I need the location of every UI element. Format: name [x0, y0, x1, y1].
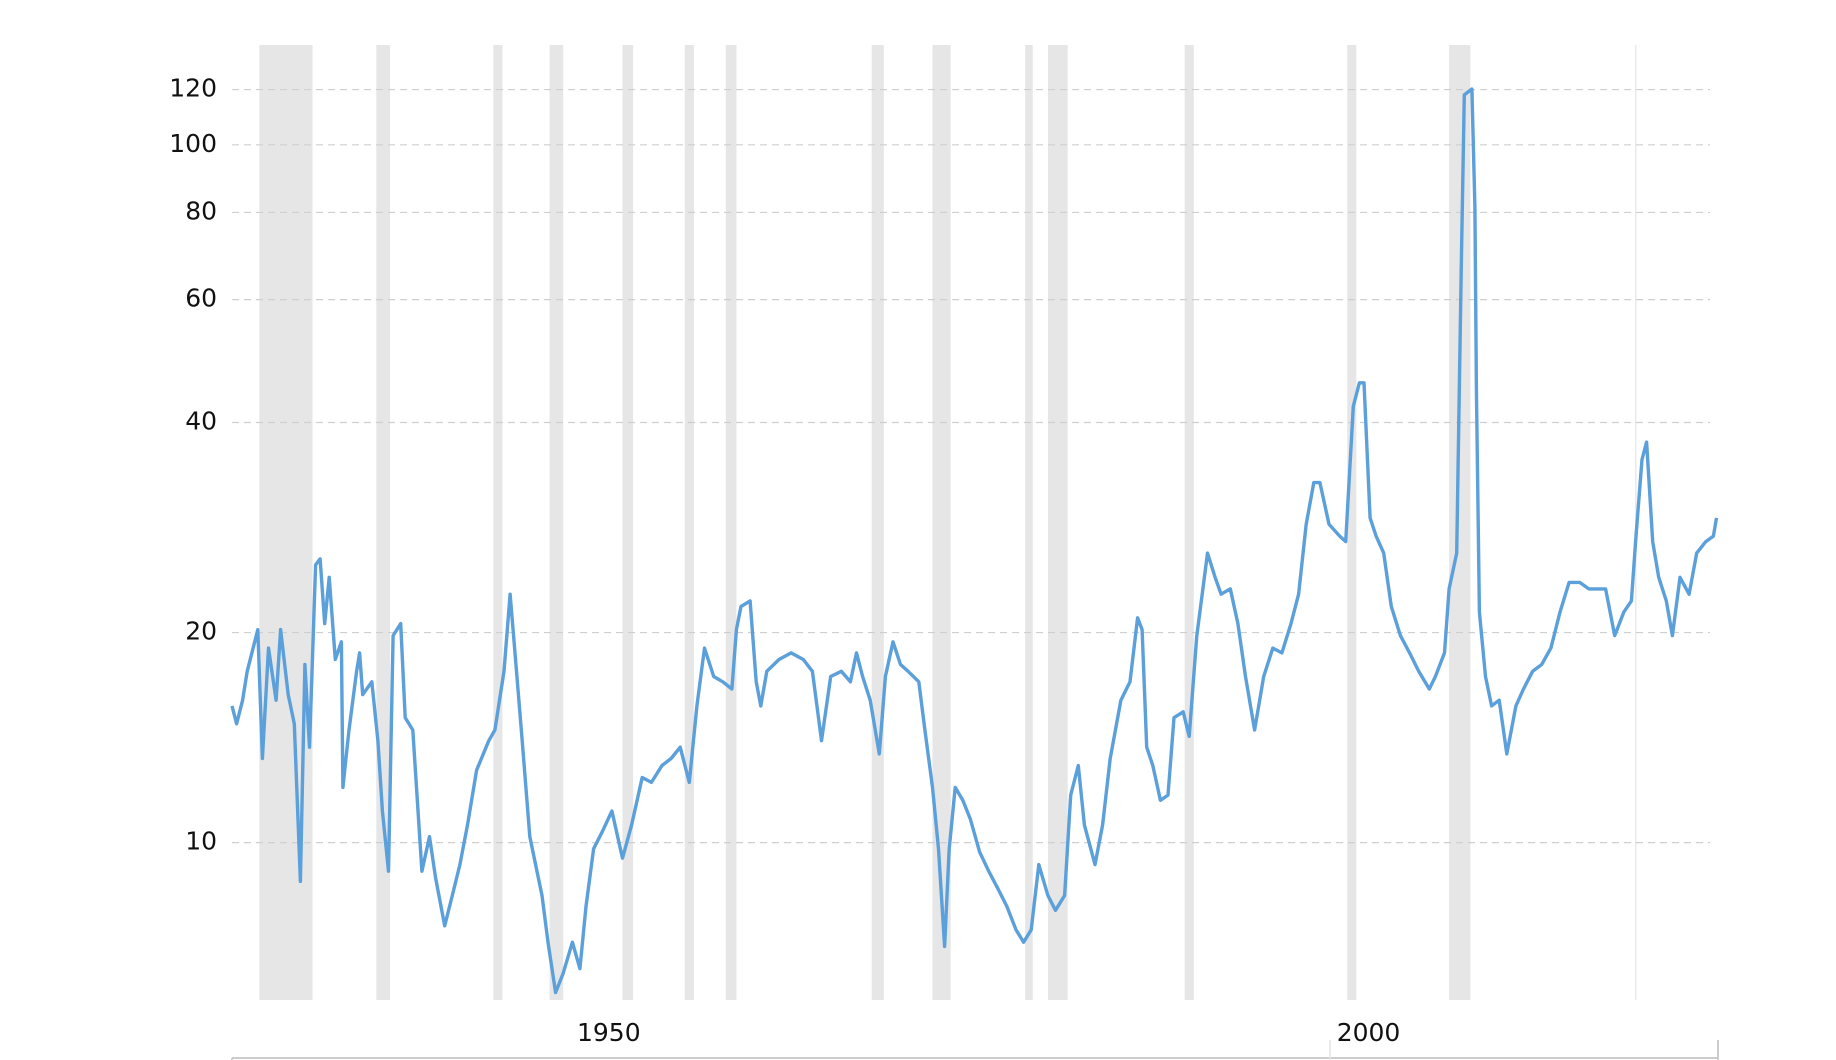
x-tick-label: 2000 — [1337, 1018, 1401, 1047]
y-tick-label: 100 — [169, 129, 217, 158]
y-tick-label: 120 — [169, 74, 217, 103]
recession-band — [259, 45, 313, 1000]
x-tick-label: 1950 — [577, 1018, 641, 1047]
recession-band — [1025, 45, 1033, 1000]
recession-band — [493, 45, 503, 1000]
recession-band — [1047, 45, 1068, 1000]
recession-band — [549, 45, 564, 1000]
y-tick-label: 40 — [185, 407, 217, 436]
y-tick-label: 10 — [185, 827, 217, 856]
recession-band — [1347, 45, 1357, 1000]
recession-band — [684, 45, 694, 1000]
y-tick-label: 80 — [185, 196, 217, 225]
recession-band — [871, 45, 884, 1000]
recession-band — [725, 45, 737, 1000]
recession-band — [932, 45, 951, 1000]
pe-line — [230, 87, 1719, 995]
recession-band — [1449, 45, 1471, 1000]
y-tick-label: 20 — [185, 617, 217, 646]
recession-band — [622, 45, 634, 1000]
recession-band — [1184, 45, 1194, 1000]
y-tick-label: 60 — [185, 284, 217, 313]
